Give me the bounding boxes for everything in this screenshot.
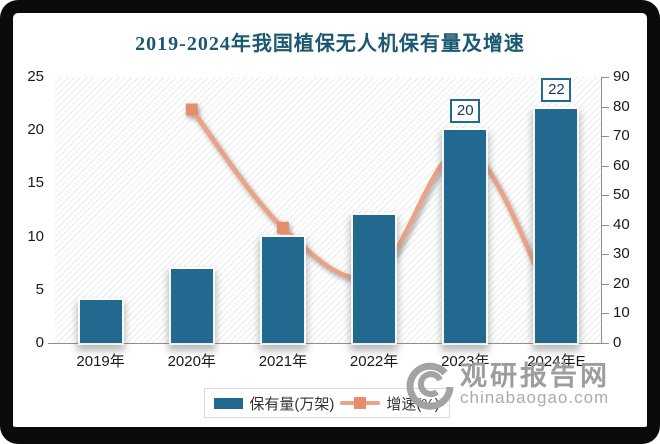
right-axis-tick-label: 40 (613, 215, 630, 233)
right-axis-tick (602, 254, 609, 256)
right-axis-tick (602, 283, 609, 285)
chart-title: 2019-2024年我国植保无人机保有量及增速 (135, 33, 525, 55)
right-axis-tick-label: 30 (613, 245, 630, 263)
right-axis-tick-label: 70 (613, 127, 630, 145)
left-axis-tick-label: 25 (27, 68, 44, 85)
right-axis-tick-label: 0 (613, 334, 622, 351)
bar-value-label: 22 (541, 77, 572, 102)
right-axis-tick-label: 20 (613, 274, 630, 292)
bar-series-swatch-icon (214, 397, 244, 409)
x-axis-label-2021年: 2021年 (258, 353, 308, 370)
left-axis-tick-label: 0 (35, 334, 44, 351)
right-axis-tick-label: 80 (613, 97, 630, 115)
right-axis-tick (602, 343, 609, 344)
right-axis-tick (602, 106, 609, 108)
x-axis-line (48, 343, 603, 344)
right-axis-tick-label: 90 (613, 68, 630, 85)
legend-bar-label: 保有量(万架) (249, 395, 335, 413)
right-axis-tick (602, 77, 609, 78)
right-axis-tick-label: 50 (613, 186, 630, 204)
left-axis-tick-label: 20 (27, 121, 44, 139)
right-axis-tick (602, 165, 609, 167)
bar-2023年 (444, 130, 487, 343)
bar-2020年 (170, 268, 213, 343)
line-series-marker-icon (340, 397, 381, 409)
x-axis-label-2024年E: 2024年E (527, 353, 586, 370)
bar-value-label: 20 (450, 99, 481, 124)
line-marker (276, 221, 289, 234)
bar-2021年 (261, 236, 304, 343)
bar-2019年 (79, 300, 122, 343)
left-axis-tick-label: 5 (35, 280, 44, 298)
x-axis-label-2022年: 2022年 (349, 353, 399, 370)
bar-2022年 (353, 215, 396, 343)
right-axis-tick (602, 224, 609, 226)
legend: 保有量(万架) 增速(%) (204, 388, 450, 418)
right-axis-tick (602, 313, 609, 315)
left-axis-tick-label: 10 (27, 227, 44, 245)
left-axis-tick-label: 15 (27, 174, 44, 192)
x-axis-label-2020年: 2020年 (167, 353, 216, 370)
right-axis-tick-label: 60 (613, 156, 630, 174)
right-axis-tick-label: 10 (613, 304, 630, 322)
bar-2024年E (535, 108, 578, 343)
legend-line-label: 增速(%) (386, 395, 440, 413)
right-axis-tick (602, 136, 609, 138)
x-axis-label-2019年: 2019年 (76, 353, 125, 370)
line-marker (185, 103, 198, 116)
right-axis-tick (602, 195, 609, 197)
